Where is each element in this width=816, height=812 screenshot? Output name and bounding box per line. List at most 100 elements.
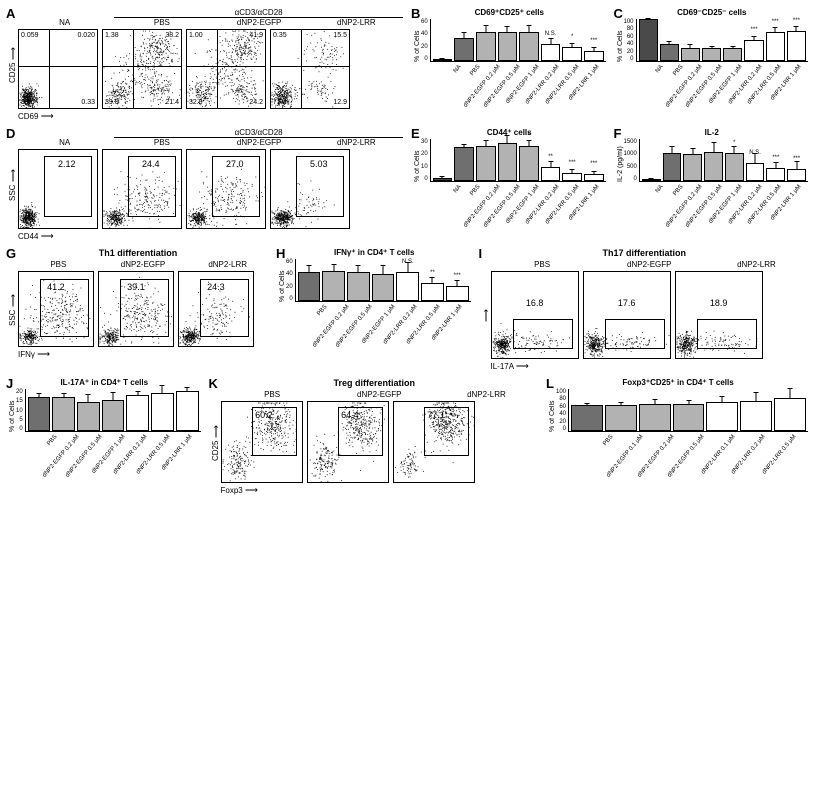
flow-col: NA <box>18 138 111 147</box>
x-tick: NA <box>655 184 665 194</box>
y-tick: 60 <box>624 34 634 40</box>
significance: *** <box>772 155 779 161</box>
bar: *** <box>787 169 806 181</box>
flow-col: dNP2-EGFP <box>213 138 306 147</box>
bar <box>519 32 539 61</box>
flow-col: dNP2-LRR <box>310 18 403 27</box>
plot-area: ********* <box>431 139 606 182</box>
x-axis: NAPBSdNP2-EGFP 0.2 μMdNP2-EGFP 0.5 μMdNP… <box>413 62 606 108</box>
flow-y-axis: CD25 ⟶ <box>211 390 221 496</box>
significance: N.S. <box>545 31 557 37</box>
panel-J: J IL-17A⁺ in CD4⁺ T cells% of Cells20151… <box>8 378 201 496</box>
bar-chart: IL-2IL-2 (pg/ml)150010005000*N.S.******N… <box>616 128 809 228</box>
bar: * <box>725 153 744 181</box>
gate-value: 24.4 <box>142 159 160 169</box>
plot-area <box>569 389 808 432</box>
x-tick: NA <box>452 64 462 74</box>
bar <box>702 48 721 61</box>
flow-y-axis: CD25 ⟶ <box>8 8 18 122</box>
y-label: % of Cells <box>278 259 286 302</box>
plot-area: * N.S. *** *** <box>640 139 808 182</box>
bar <box>454 38 474 61</box>
x-tick: PBS <box>470 184 482 197</box>
quad-ur: 41.9 <box>249 32 263 39</box>
y-tick: 20 <box>556 419 566 425</box>
chart-title: IL-17A⁺ in CD4⁺ T cells <box>8 378 201 387</box>
bar <box>126 395 149 431</box>
y-tick: 100 <box>624 19 634 25</box>
y-tick: 20 <box>624 49 634 55</box>
flow-col: dNP2-LRR <box>187 260 268 269</box>
quad-ll: 32.9 <box>189 99 203 106</box>
quad-ur: 0.020 <box>77 32 95 39</box>
x-tick: PBS <box>470 64 482 77</box>
y-tick: 40 <box>556 411 566 417</box>
chart-title: CD69⁻CD25⁻ cells <box>616 8 809 17</box>
gate-value: 2.12 <box>58 159 76 169</box>
flow-plot: 41.2 <box>18 271 94 347</box>
bar <box>605 405 637 431</box>
flow-plot: 0.0590.02099.60.33 <box>18 29 98 109</box>
significance: N.S. <box>749 150 761 156</box>
flow-col: dNP2-LRR <box>435 390 538 399</box>
gate-value: 64.4 <box>341 410 359 420</box>
quad-lr: 21.4 <box>165 99 179 106</box>
bar <box>77 402 100 431</box>
y-tick: 40 <box>421 31 428 37</box>
x-tick: dNP2-LRR 0.5 μM <box>761 434 797 476</box>
flow-plot: 18.9 <box>675 271 763 359</box>
significance: N.S. <box>402 259 414 265</box>
bar <box>476 146 496 181</box>
flow-x-axis: CD44 ⟶ <box>18 231 403 242</box>
bar <box>52 397 75 431</box>
bar <box>298 272 321 301</box>
bar: * <box>519 146 539 181</box>
flow-col: NA <box>18 18 111 27</box>
significance: *** <box>772 19 779 25</box>
significance: *** <box>569 160 576 166</box>
gate-value: 77.1 <box>427 410 445 420</box>
bar: ** <box>541 167 561 181</box>
bar <box>683 154 702 181</box>
flow-col: PBS <box>115 138 208 147</box>
plot-area: N.S.***** <box>296 259 471 302</box>
x-axis: PBSdNP2-EGFP 0.2 μMdNP2-EGFP 0.5 μMdNP2-… <box>278 302 471 348</box>
bar <box>28 397 51 431</box>
flow-plot: 5.03 <box>270 149 350 229</box>
y-axis: 20151050 <box>16 389 26 432</box>
panel-G: G Th1 differentiationSSC ⟶PBSdNP2-EGFPdN… <box>8 248 268 372</box>
flow-col: PBS <box>18 260 99 269</box>
panel-label-K: K <box>209 376 218 391</box>
plot-area <box>26 389 201 432</box>
flow-plot: 64.4 <box>307 401 389 483</box>
y-tick: 60 <box>421 19 428 25</box>
y-label: IL-2 (pg/ml) <box>616 139 624 182</box>
panel-label-G: G <box>6 246 16 261</box>
bar <box>740 401 772 431</box>
gate-value: 17.6 <box>618 298 636 308</box>
flow-x-axis: IL-17A ⟶ <box>491 361 809 372</box>
bar: ** <box>421 283 444 301</box>
y-tick: 80 <box>556 396 566 402</box>
quad-ul: 1.00 <box>189 32 203 39</box>
panel-B: B CD69⁺CD25⁺ cells% of Cells6040200N.S.*… <box>413 8 606 122</box>
flow-plot: 2.12 <box>18 149 98 229</box>
y-label: % of Cells <box>8 389 16 432</box>
x-tick: dNP2-EGFP 0.2 μM <box>463 184 502 229</box>
bar <box>642 179 661 181</box>
gate-value: 16.8 <box>526 298 544 308</box>
y-axis: 6040200 <box>421 19 431 62</box>
x-tick: PBS <box>602 434 614 447</box>
y-label: % of Cells <box>548 389 556 432</box>
flow-plot: 24.4 <box>102 149 182 229</box>
flow-title: Th1 differentiation <box>8 248 268 258</box>
bar <box>372 274 395 301</box>
bar <box>322 271 345 301</box>
plot-area: ********* <box>637 19 808 62</box>
bar-chart: Foxp3⁺CD25⁺ in CD4⁺ T cells% of Cells100… <box>548 378 808 478</box>
bar <box>660 44 679 61</box>
y-tick: 20 <box>16 389 23 395</box>
flow-col: PBS <box>491 260 594 269</box>
bar: *** <box>787 31 806 61</box>
bar <box>433 178 453 181</box>
